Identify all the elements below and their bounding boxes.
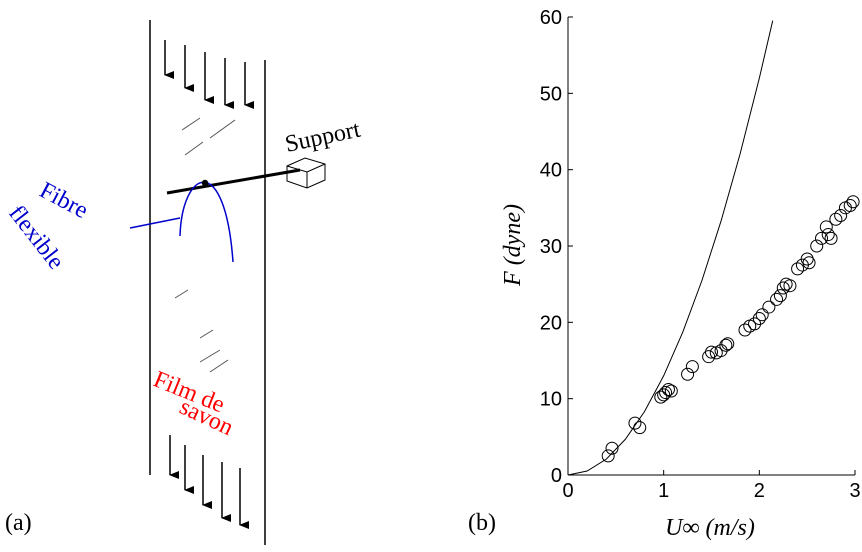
point: [659, 386, 673, 400]
x-tick-label: 3: [849, 480, 860, 502]
point: [755, 308, 769, 322]
y-axis-label: F (dyne): [500, 204, 526, 287]
point: [829, 212, 843, 226]
point: [810, 239, 824, 253]
support-label: Support: [283, 117, 363, 158]
point: [702, 350, 716, 364]
y-tick-label: 20: [540, 312, 562, 334]
point: [654, 390, 668, 404]
point: [834, 208, 848, 222]
point: [783, 279, 797, 293]
point: [843, 199, 857, 213]
point: [748, 317, 762, 331]
point: [762, 300, 776, 314]
point: [633, 421, 647, 435]
point: [661, 383, 675, 397]
y-tick-label: 30: [540, 236, 562, 258]
point: [657, 388, 671, 402]
x-tick-label: 1: [658, 480, 669, 502]
point: [770, 292, 784, 306]
point: [738, 323, 752, 337]
fibre-label: Fibre: [35, 177, 92, 224]
point: [719, 338, 733, 352]
point: [721, 337, 735, 351]
point: [791, 262, 805, 276]
point: [664, 384, 678, 398]
y-tick-label: 10: [540, 389, 562, 411]
x-tick-label: 2: [754, 480, 765, 502]
point: [714, 344, 728, 358]
point: [821, 228, 835, 242]
curve: [567, 20, 774, 476]
y-tick-label: 0: [551, 465, 562, 487]
diagram: [129, 20, 326, 545]
point: [681, 367, 695, 381]
point: [628, 416, 642, 430]
chart: 0 10 20 30 40 50 60 0 1 2 3 U∞ (m/s) F (dyne) (b): [468, 7, 861, 541]
point: [824, 231, 838, 245]
point: [705, 345, 718, 359]
panel-label: (a): [5, 510, 32, 536]
x-tick-label: 0: [562, 480, 573, 502]
point: [815, 231, 829, 245]
point: [846, 195, 860, 209]
panel-label: (b): [468, 510, 496, 536]
point: [601, 449, 615, 463]
point: [685, 360, 699, 374]
y-tick-label: 40: [540, 160, 562, 182]
x-axis-label: U∞ (m/s): [665, 515, 755, 541]
y-tick-label: 60: [540, 7, 562, 29]
point: [605, 441, 619, 455]
point: [819, 220, 833, 234]
point: [802, 256, 816, 270]
y-tick-label: 50: [540, 83, 562, 105]
point: [776, 281, 790, 295]
point: [773, 289, 787, 303]
point: [752, 312, 766, 326]
